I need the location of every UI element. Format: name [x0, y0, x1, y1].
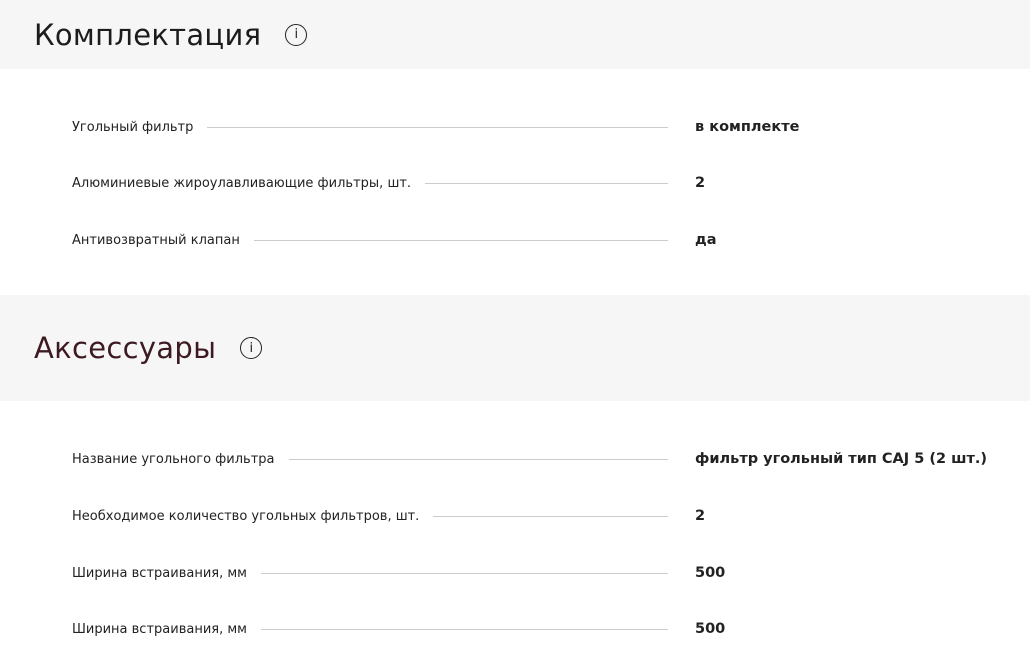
leader-line	[433, 516, 668, 517]
spec-value: 2	[695, 508, 706, 524]
spec-label: Ширина встраивания, мм	[72, 565, 247, 581]
spec-label: Необходимое количество угольных фильтров…	[72, 508, 420, 524]
spec-value: фильтр угольный тип CAJ 5 (2 шт.)	[695, 451, 988, 467]
info-icon[interactable]: i	[240, 337, 263, 359]
spec-label: Ширина встраивания, мм	[72, 621, 247, 637]
leader-line	[425, 183, 668, 184]
spec-row: Ширина встраивания, мм 500	[72, 563, 1022, 583]
leader-line	[289, 459, 668, 460]
spec-value: 500	[695, 621, 726, 637]
leader-line	[207, 127, 668, 128]
spec-row: Необходимое количество угольных фильтров…	[72, 506, 1022, 526]
leader-line	[254, 240, 668, 241]
spec-value: да	[695, 232, 717, 248]
spec-row: Название угольного фильтра фильтр угольны…	[72, 449, 1022, 469]
leader-line	[261, 629, 668, 630]
spec-value: 500	[695, 565, 726, 581]
spec-row: Ширина встраивания, мм 500	[72, 619, 1022, 639]
spec-value: в комплекте	[695, 119, 800, 135]
spec-label: Алюминиевые жироулавливающие фильтры, шт…	[72, 175, 412, 191]
spec-label: Название угольного фильтра	[72, 451, 275, 467]
spec-label: Угольный фильтр	[72, 119, 194, 135]
info-icon[interactable]: i	[285, 23, 308, 46]
spec-row: Угольный фильтр в комплекте	[72, 117, 1022, 137]
section-header-komplektaciya: Комплектация i	[0, 0, 1030, 69]
section-header-aksessuary: Аксессуары i	[0, 295, 1030, 401]
section-title: Аксессуары	[34, 331, 217, 365]
leader-line	[261, 573, 668, 574]
spec-label: Антивозвратный клапан	[72, 232, 240, 248]
spec-row: Алюминиевые жироулавливающие фильтры, шт…	[72, 173, 1022, 193]
spec-row: Антивозвратный клапан да	[72, 230, 1022, 250]
section-title: Комплектация	[34, 17, 262, 52]
spec-value: 2	[695, 175, 706, 191]
